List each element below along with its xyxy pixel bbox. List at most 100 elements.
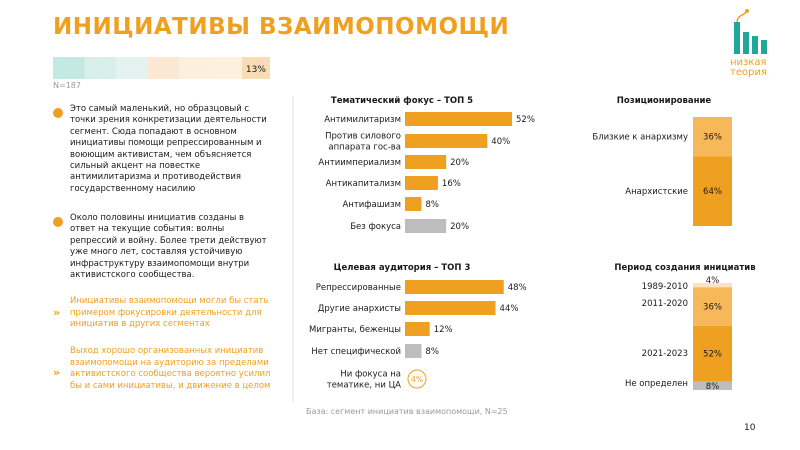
page-title: ИНИЦИАТИВЫ ВЗАИМОПОМОЩИ: [53, 14, 510, 40]
logo-bars-icon: [734, 9, 767, 54]
category-label: Другие анархисты: [318, 304, 401, 314]
bar: [405, 112, 512, 126]
chart-title: Тематический фокус – ТОП 5: [331, 96, 473, 106]
data-label: 4%: [411, 375, 423, 384]
stack-category: 1989-2010: [642, 282, 688, 292]
stack-category: 2021-2023: [642, 349, 688, 359]
bullet-line: уже много лет, составляя устойчивую: [70, 247, 243, 258]
stack-category: Близкие к анархизму: [592, 133, 688, 143]
category-label: тематике, ни ЦА: [327, 381, 401, 391]
stack-value: 8%: [706, 382, 720, 392]
highlight-text: Инициативы взаимопомощи могли бы стать пр…: [70, 296, 269, 331]
category-label: Нет специфической: [311, 347, 401, 357]
page-number: 10: [744, 423, 756, 433]
category-label: Мигранты, беженцы: [309, 325, 401, 335]
bullet-line: Это самый маленький, но образцовый с: [70, 104, 250, 114]
data-label: 16%: [442, 179, 461, 189]
category-label: Репрессированные: [316, 283, 401, 293]
stack-category: Не определен: [625, 379, 688, 389]
stack-segment: [693, 283, 732, 288]
data-label: 12%: [434, 325, 453, 335]
share-bar: 13%: [53, 57, 270, 79]
data-circle: [407, 369, 427, 389]
bullet-line: точки зрения конкретизации деятельности: [70, 115, 267, 126]
bullet-line: воюющим активистам, чем объясняется: [70, 149, 252, 160]
category-label: Против силового: [325, 132, 401, 142]
bullet-line: антимилитаризма и противодействия: [70, 172, 242, 183]
highlight-text: Выход хорошо организованных инициатив вза…: [70, 346, 270, 392]
chart-title: Период создания инициатив: [614, 263, 755, 273]
chart-creation-period: Период создания инициатив 4% 1989-2010 36% 2…: [614, 263, 755, 392]
chevron-right-icon: »: [53, 366, 60, 379]
bar: [405, 134, 488, 148]
data-label: 48%: [508, 283, 527, 293]
bullet-text: Это самый маленький, но образцовый с точк…: [70, 104, 267, 195]
bullet-line: государственному насилию: [70, 183, 196, 194]
chart-title: Позиционирование: [617, 96, 712, 106]
bullet-line: репрессий и войну. Более трети действуют: [70, 235, 267, 246]
data-label: 20%: [450, 158, 469, 168]
share-bar-segment: [147, 57, 179, 79]
bar: [405, 176, 438, 190]
chart-target-audience: Целевая аудитория – ТОП 3 Репрессированны…: [309, 263, 527, 391]
highlight-line: бы и сами инициативы, и движение в целом: [70, 380, 271, 391]
category-label: Без фокуса: [350, 222, 401, 232]
stack-segment: [693, 287, 732, 326]
stack-value: 36%: [703, 133, 722, 143]
stack-segment: [693, 117, 732, 157]
stack-value: 64%: [703, 187, 722, 197]
stack-value: 52%: [703, 350, 722, 360]
base-note: База: сегмент инициатив взаимопомощи, N=…: [306, 407, 508, 416]
share-bar-segment: [210, 57, 242, 79]
highlight-line: примером фокусировки деятельности для: [70, 307, 262, 318]
category-label: аппарата гос-ва: [328, 143, 401, 153]
share-bar-segment: [84, 57, 116, 79]
share-bar-segment: [178, 57, 211, 79]
data-label: 20%: [450, 222, 469, 232]
bullet-line: инициативы помощи репрессированным и: [70, 138, 262, 149]
bar: [405, 301, 496, 315]
share-bar-value: 13%: [246, 65, 266, 75]
bar: [405, 280, 504, 294]
bar: [405, 322, 430, 336]
category-label: Антифашизм: [342, 200, 401, 210]
stack-value: 36%: [703, 303, 722, 313]
stack-category: 2011-2020: [642, 299, 688, 309]
bullet-dot: [53, 217, 63, 227]
sample-size-label: N=187: [53, 81, 81, 90]
bar: [405, 155, 447, 169]
logo-text-line2: теория: [730, 67, 767, 78]
chevron-right-icon: »: [53, 306, 60, 319]
bullet-line: сильный акцент на повестке: [70, 161, 201, 172]
logo-text-line1: низкая: [730, 57, 767, 68]
chart-topic-focus: Тематический фокус – ТОП 5 Антимилитаризм…: [318, 96, 535, 233]
category-label: Ни фокуса на: [340, 370, 401, 380]
data-label: 44%: [500, 304, 519, 314]
highlight-line: активистского сообщества вероятно усилил: [70, 369, 271, 380]
bar: [405, 344, 422, 358]
data-label: 8%: [425, 200, 439, 210]
bullet-line: инфраструктуру взаимопомощи внутри: [70, 258, 250, 269]
bullet-line: активистского сообщества.: [70, 270, 195, 281]
stack-segment: [693, 381, 732, 390]
category-label: Антимилитаризм: [324, 115, 401, 125]
bullet-line: ответ на текущие события: волны: [70, 224, 225, 235]
category-label: Антикапитализм: [326, 179, 401, 189]
stack-segment: [693, 156, 732, 226]
highlight-line: инициатив в других сегментах: [70, 319, 210, 330]
bar: [405, 197, 422, 211]
chart-title: Целевая аудитория – ТОП 3: [334, 263, 471, 273]
data-label: 8%: [425, 347, 439, 357]
logo: низкая теория: [730, 9, 767, 78]
share-bar-segment: [53, 57, 85, 79]
highlight-line: Выход хорошо организованных инициатив: [70, 346, 264, 356]
bullet-dot: [53, 108, 63, 118]
share-bar-segment: [241, 57, 270, 79]
bullet-text: Около половины инициатив созданы в ответ …: [70, 213, 267, 281]
chart-positioning: Позиционирование 36% Близкие к анархизму 64…: [592, 96, 732, 226]
highlight-line: взаимопомощи на аудиторию за пределами: [70, 357, 269, 368]
stack-value: 4%: [706, 276, 720, 286]
highlight-line: Инициативы взаимопомощи могли бы стать: [70, 296, 269, 306]
share-bar-segment: [115, 57, 148, 79]
